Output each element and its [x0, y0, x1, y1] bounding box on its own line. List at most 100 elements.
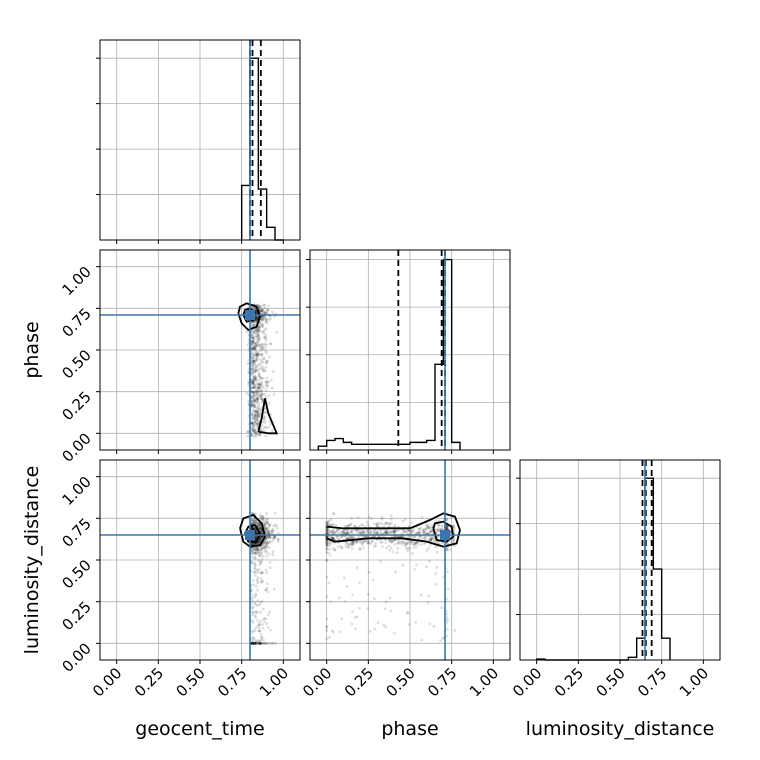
sample-point: [375, 531, 379, 535]
sample-point: [250, 399, 253, 403]
sample-point: [366, 541, 370, 545]
sample-point: [402, 530, 405, 534]
sample-point: [328, 541, 332, 544]
sample-point: [263, 328, 266, 332]
sample-point: [261, 515, 265, 519]
sample-point: [253, 424, 256, 428]
sample-point: [254, 369, 258, 372]
sample-point: [261, 542, 265, 546]
sample-point: [354, 627, 358, 631]
sample-point: [254, 390, 258, 394]
sample-point: [252, 376, 256, 380]
sample-point: [325, 523, 329, 527]
sample-point: [376, 621, 380, 625]
sample-point: [255, 316, 259, 320]
sample-point: [343, 528, 347, 532]
sample-point: [252, 641, 256, 645]
sample-point: [259, 538, 263, 542]
sample-point: [253, 359, 257, 363]
sample-point: [376, 523, 379, 526]
sample-point: [256, 352, 259, 356]
sample-point: [392, 529, 396, 533]
x-tick-label: 0.00: [89, 664, 125, 700]
sample-point: [253, 415, 257, 418]
sample-point: [259, 309, 263, 313]
sample-point: [252, 360, 256, 364]
sample-point: [252, 320, 256, 324]
sample-point: [255, 391, 259, 395]
sample-point: [325, 528, 329, 532]
sample-point: [266, 641, 269, 645]
panel-frame: [519, 459, 721, 661]
sample-point: [251, 346, 255, 350]
sample-point: [387, 544, 391, 548]
sample-point: [325, 527, 329, 530]
sample-point: [256, 334, 260, 337]
sample-point: [260, 348, 264, 351]
sample-point: [259, 528, 263, 532]
sample-point: [250, 421, 254, 425]
sample-point: [256, 369, 260, 372]
sample-point: [251, 336, 255, 340]
sample-point: [252, 375, 256, 379]
sample-point: [392, 539, 396, 543]
sample-point: [325, 637, 329, 641]
sample-point: [257, 558, 261, 562]
sample-point: [256, 390, 260, 394]
sample-point: [259, 514, 263, 518]
sample-point: [261, 369, 265, 373]
density-contour: [326, 512, 461, 548]
sample-point: [254, 641, 258, 645]
sample-point: [267, 552, 271, 556]
sample-point: [270, 531, 274, 534]
sample-point: [259, 641, 263, 645]
sample-point: [427, 523, 430, 527]
histogram-panel-luminosity-distance: 0.00 0.25 0.50 0.75 1.00: [509, 459, 721, 700]
sample-point: [428, 559, 431, 563]
sample-point: [253, 347, 257, 351]
sample-point: [419, 543, 423, 547]
sample-point: [252, 360, 255, 363]
sample-point: [258, 386, 262, 389]
sample-point: [445, 616, 449, 620]
sample-point: [250, 382, 254, 386]
sample-point: [256, 317, 259, 320]
sample-point: [360, 530, 364, 534]
sample-point: [251, 641, 255, 645]
sample-point: [345, 531, 349, 535]
sample-point: [254, 310, 258, 314]
sample-point: [351, 610, 355, 614]
sample-point: [258, 305, 262, 309]
sample-point: [326, 544, 329, 547]
sample-point: [254, 641, 258, 645]
sample-point: [260, 309, 264, 313]
sample-point: [256, 337, 260, 341]
sample-point: [331, 523, 335, 527]
sample-point: [252, 429, 256, 433]
sample-point: [251, 526, 255, 529]
sample-point: [252, 360, 256, 363]
sample-point: [264, 342, 267, 346]
sample-point: [253, 551, 257, 555]
sample-point: [253, 347, 257, 350]
sample-point: [251, 641, 254, 645]
sample-point: [255, 398, 259, 401]
sample-point: [260, 547, 263, 551]
sample-point: [368, 570, 371, 574]
sample-point: [357, 525, 361, 528]
sample-point: [373, 627, 377, 631]
sample-point: [253, 542, 256, 546]
sample-point: [254, 536, 258, 540]
sample-point: [325, 531, 329, 535]
sample-point: [260, 343, 264, 347]
sample-point: [378, 521, 381, 525]
panels: 0.00 0.25 0.50 0.75 1.000.000.250.500.751.00…: [58, 39, 721, 700]
sample-point: [256, 381, 260, 385]
sample-point: [263, 369, 267, 373]
sample-point: [385, 530, 388, 534]
sample-point: [259, 383, 263, 386]
sample-point: [327, 519, 330, 523]
sample-point: [361, 546, 365, 550]
sample-point: [257, 522, 260, 526]
sample-point: [397, 538, 401, 542]
